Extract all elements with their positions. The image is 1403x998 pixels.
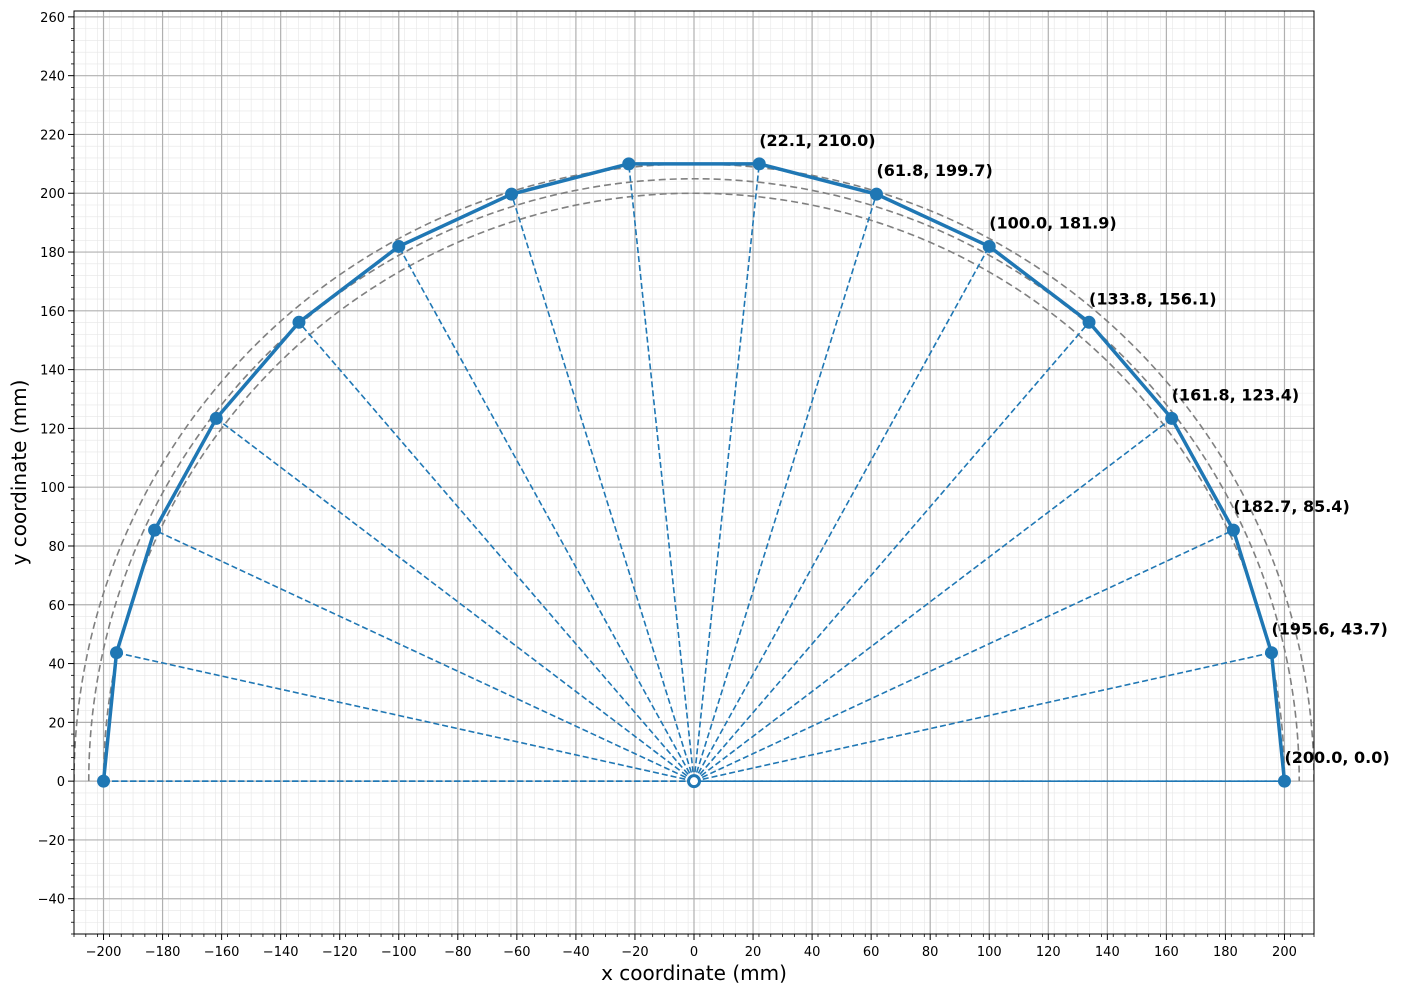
point-annotation: (22.1, 210.0) (759, 131, 875, 150)
x-tick-label: 20 (745, 945, 762, 960)
x-tick-label: 200 (1272, 945, 1297, 960)
radial-ray (693, 321, 1090, 782)
point-annotation: (182.7, 85.4) (1233, 497, 1349, 516)
x-tick-label: 100 (977, 945, 1002, 960)
y-tick-label: 20 (48, 716, 65, 731)
point-annotation: (200.0, 0.0) (1284, 748, 1389, 767)
y-tick-label: 60 (48, 599, 65, 614)
radial-ray (693, 417, 1173, 782)
x-tick-label: −140 (263, 945, 299, 960)
point-annotation: (100.0, 181.9) (989, 213, 1116, 232)
data-point (869, 187, 883, 201)
x-tick-label: −80 (444, 945, 471, 960)
x-axis-title: x coordinate (mm) (601, 961, 787, 985)
y-tick-label: 100 (40, 481, 65, 496)
data-point (1226, 523, 1240, 537)
y-tick-label: 40 (48, 658, 65, 673)
y-tick-label: 260 (40, 11, 65, 26)
x-tick-label: −100 (381, 945, 417, 960)
data-point (505, 187, 519, 201)
radial-ray (298, 321, 695, 782)
data-point (1277, 774, 1291, 788)
x-tick-label: −60 (503, 945, 530, 960)
data-point (752, 157, 766, 171)
radial-ray (510, 193, 695, 782)
radial-ray (693, 529, 1234, 782)
series-line (101, 162, 1287, 782)
x-tick-label: 160 (1154, 945, 1179, 960)
x-tick-label: 80 (922, 945, 939, 960)
y-tick-label: 120 (40, 422, 65, 437)
x-tick-label: 120 (1036, 945, 1061, 960)
x-tick-label: 140 (1095, 945, 1120, 960)
guide-arc (102, 192, 1286, 782)
data-point (148, 523, 162, 537)
x-tick-label: −160 (204, 945, 240, 960)
radial-ray (693, 246, 990, 782)
annotations: (22.1, 210.0)(61.8, 199.7) (100.0, 181.9)… (759, 131, 1389, 767)
y-tick-label: 160 (40, 305, 65, 320)
x-tick-label: 0 (690, 945, 698, 960)
x-tick-label: −200 (86, 945, 122, 960)
y-tick-label: 240 (40, 70, 65, 85)
x-ticks: −200 −180 −160 −140 −120 −100 −80 −60 −40 −20 0 20 4… (73, 934, 1315, 960)
radial-ray (627, 163, 695, 782)
y-tick-label: 200 (40, 187, 65, 202)
radial-ray (693, 193, 878, 782)
data-point (1082, 315, 1096, 329)
y-axis-title: y coordinate (mm) (7, 380, 31, 566)
data-point (110, 646, 124, 660)
radial-ray (693, 163, 761, 782)
point-annotation: (61.8, 199.7) (876, 161, 992, 180)
x-tick-label: 180 (1213, 945, 1238, 960)
data-point (982, 239, 996, 253)
x-tick-label: −120 (322, 945, 358, 960)
data-point (1165, 411, 1179, 425)
series-line-group (101, 162, 1287, 782)
radial-rays (103, 163, 1285, 782)
x-tick-label: 60 (863, 945, 880, 960)
data-point (1264, 646, 1278, 660)
y-tick-label: 0 (57, 775, 65, 790)
radial-ray (215, 417, 695, 782)
x-tick-label: −180 (145, 945, 181, 960)
data-point (209, 411, 223, 425)
point-annotation: (161.8, 123.4) (1172, 385, 1300, 404)
x-tick-label: −20 (621, 945, 648, 960)
guide-arc (87, 177, 1301, 782)
y-tick-label: 80 (48, 540, 65, 555)
y-tick-label: −40 (38, 893, 65, 908)
data-point (292, 315, 306, 329)
data-point (97, 774, 111, 788)
data-points (97, 157, 1291, 789)
y-tick-label: 180 (40, 246, 65, 261)
y-ticks: −40 −20 0 20 40 60 80 100 120 140 160 180 200 220 240 2… (38, 11, 74, 935)
y-tick-label: 220 (40, 128, 65, 143)
radial-ray (154, 529, 695, 782)
point-annotation: (195.6, 43.7) (1271, 620, 1387, 639)
x-tick-label: −40 (562, 945, 589, 960)
data-point (392, 239, 406, 253)
y-tick-label: −20 (38, 834, 65, 849)
data-point (622, 157, 636, 171)
point-annotation: (133.8, 156.1) (1089, 289, 1217, 308)
x-tick-label: 40 (804, 945, 821, 960)
origin-point (687, 774, 701, 789)
radial-ray (398, 246, 695, 782)
major-grid (74, 11, 1314, 934)
y-tick-label: 140 (40, 364, 65, 379)
